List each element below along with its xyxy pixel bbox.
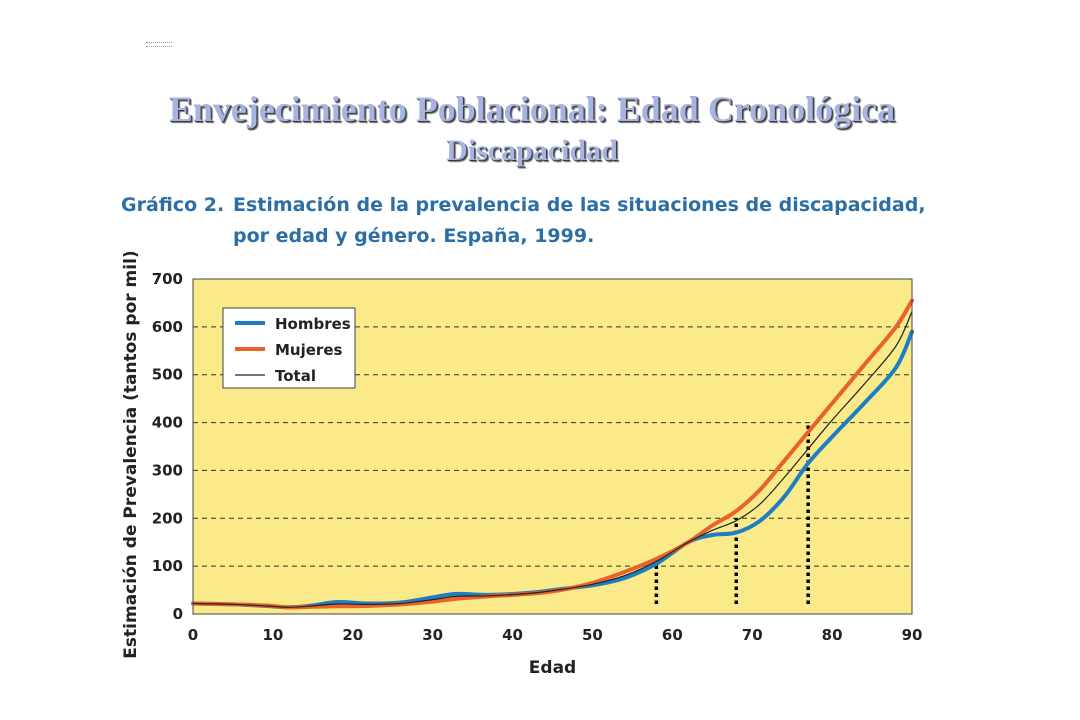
slide-title: Envejecimiento Poblacional: Edad Cronoló… <box>168 89 896 129</box>
chart-heading-line1: Estimación de la prevalencia de las situ… <box>233 194 926 216</box>
plot-frame <box>192 278 913 615</box>
x-tick-label: 20 <box>342 626 363 644</box>
x-tick-label: 60 <box>662 626 683 644</box>
y-axis-label: Estimación de Prevalencia (tantos por mi… <box>121 250 141 658</box>
series-line-total <box>192 310 913 608</box>
legend-label: Hombres <box>275 315 351 333</box>
y-tick-label: 600 <box>152 318 183 336</box>
slide-marker <box>146 42 172 47</box>
y-tick-label: 400 <box>152 414 183 432</box>
y-tick-labels: 0 100 200 300 400 500 600 700 <box>152 270 183 623</box>
slide-subtitle: Discapacidad <box>446 134 618 167</box>
legend-label: Mujeres <box>275 341 342 359</box>
y-tick-label: 100 <box>152 557 183 575</box>
x-tick-label: 90 <box>902 626 923 644</box>
y-tick-label: 0 <box>173 605 183 623</box>
x-tick-label: 10 <box>262 626 283 644</box>
x-tick-label: 70 <box>742 626 763 644</box>
x-axis-label: Edad <box>529 658 576 678</box>
chart-heading: Gráfico 2. Estimación de la prevalencia d… <box>121 190 926 252</box>
y-tick-label: 300 <box>152 461 183 479</box>
chart-number: Gráfico 2. <box>121 194 225 216</box>
series-lines <box>191 298 914 610</box>
y-tick-label: 500 <box>152 366 183 384</box>
x-tick-label: 50 <box>582 626 603 644</box>
chart-heading-line2: por edad y género. España, 1999. <box>233 225 595 247</box>
y-tick-label: 200 <box>152 509 183 527</box>
y-tick-label: 700 <box>152 270 183 288</box>
legend: Hombres Mujeres Total <box>222 307 356 389</box>
x-tick-labels: 0 10 20 30 40 50 60 70 80 90 <box>188 626 923 644</box>
x-tick-label: 30 <box>422 626 443 644</box>
legend-label: Total <box>275 367 316 385</box>
x-tick-label: 0 <box>188 626 198 644</box>
x-tick-label: 80 <box>822 626 843 644</box>
x-tick-label: 40 <box>502 626 523 644</box>
